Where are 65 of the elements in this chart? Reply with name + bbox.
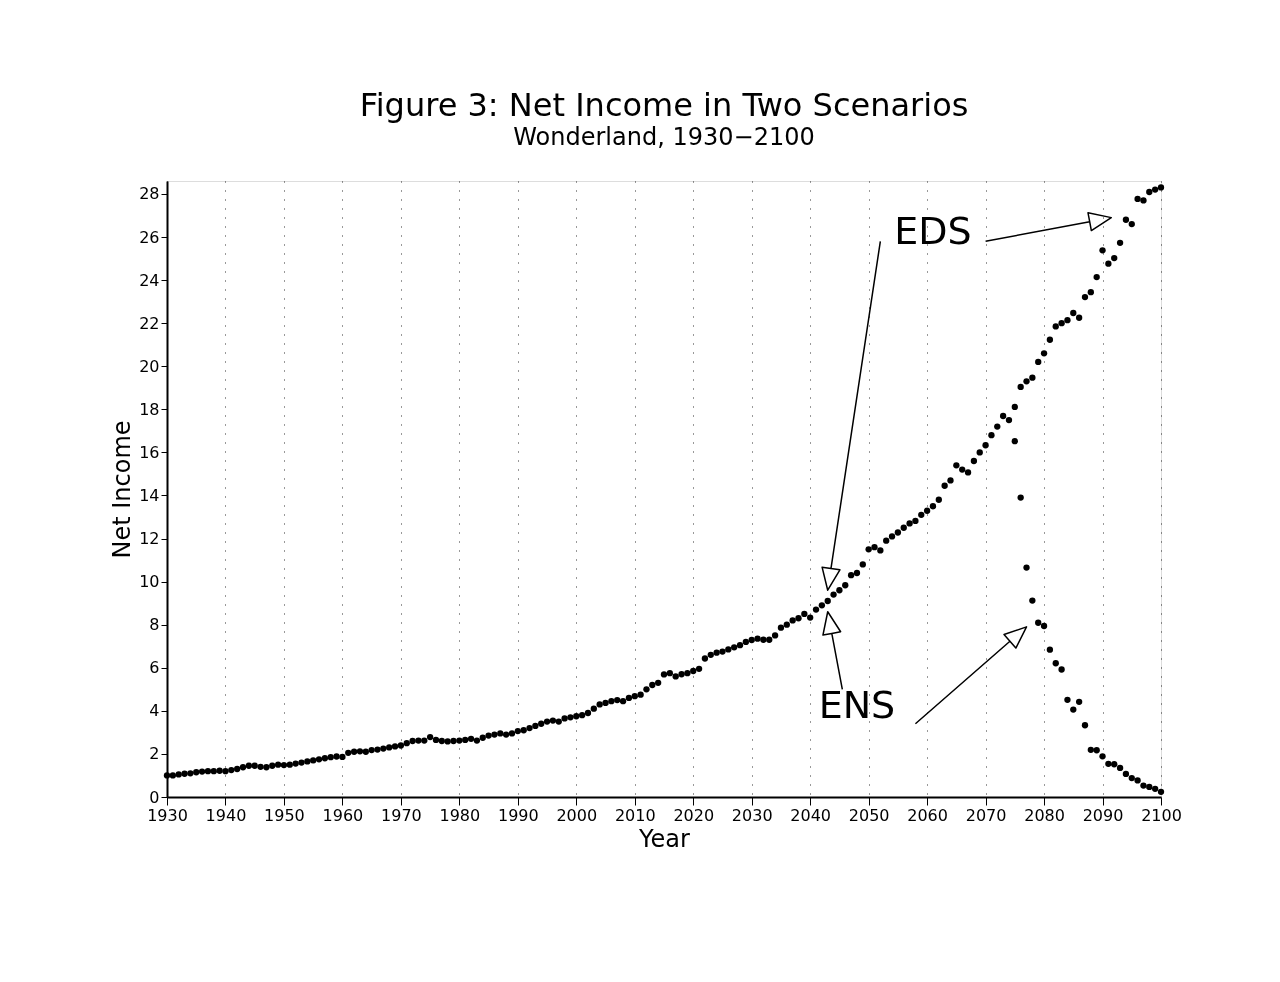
point: [1122, 770, 1130, 778]
y-tick-label: 10: [139, 572, 160, 592]
point: [1011, 438, 1018, 445]
y-tick-label: 6: [149, 658, 160, 678]
point: [1087, 746, 1094, 753]
chart-subtitle: Wonderland, 1930−2100: [513, 123, 815, 151]
point: [1040, 622, 1048, 630]
y-tick-label: 22: [139, 313, 160, 333]
point: [1128, 774, 1135, 782]
point: [1157, 788, 1165, 795]
x-tick-label: 1940: [205, 805, 247, 825]
x-tick-label: 2090: [1082, 805, 1124, 825]
annotation: ENS: [818, 682, 896, 727]
point: [1146, 783, 1153, 791]
annotation: EDS: [894, 208, 972, 253]
x-axis-title: Year: [638, 824, 691, 853]
point: [1105, 760, 1112, 767]
y-tick-label: 26: [139, 227, 160, 247]
y-tick-label: 8: [149, 615, 160, 635]
point: [1140, 782, 1147, 789]
y-tick-label: 18: [139, 399, 160, 419]
point: [1075, 698, 1083, 705]
point: [1046, 646, 1054, 653]
point: [1099, 753, 1106, 760]
y-tick-label: 20: [139, 356, 160, 376]
x-tick-label: 2080: [1024, 805, 1065, 825]
point: [1035, 619, 1042, 626]
point: [1058, 666, 1065, 673]
x-tick-label: 2100: [1141, 805, 1182, 825]
x-tick-label: 1950: [264, 805, 305, 825]
x-tick-label: 2040: [790, 805, 832, 825]
x-tick-label: 2010: [614, 805, 656, 825]
x-tick-label: 1960: [322, 805, 364, 825]
point: [1081, 722, 1089, 729]
y-tick-label: 12: [139, 529, 160, 549]
y-tick-label: 16: [139, 442, 160, 462]
y-axis-title: Net Income: [108, 420, 137, 559]
point: [1116, 764, 1124, 772]
x-tick-label: 2050: [848, 805, 890, 825]
point: [1151, 785, 1159, 792]
x-tick-label: 2000: [556, 805, 598, 825]
point: [1064, 696, 1071, 704]
x-tick-label: 2030: [731, 805, 773, 825]
chart-title: Figure 3: Net Income in Two Scenarios: [359, 86, 969, 124]
x-tick-label: 2060: [907, 805, 948, 825]
point: [1023, 564, 1030, 571]
x-tick-label: 2020: [673, 805, 715, 825]
y-tick-label: 24: [139, 270, 160, 290]
y-tick-label: 28: [139, 184, 160, 204]
point: [1052, 660, 1059, 667]
y-tick-label: 4: [149, 701, 160, 721]
point: [1070, 706, 1077, 713]
x-tick-label: 1970: [381, 805, 422, 825]
x-tick-label: 1990: [497, 805, 539, 825]
point: [1134, 777, 1141, 784]
y-tick-label: 0: [149, 787, 160, 807]
x-tick-label: 1930: [147, 805, 188, 825]
y-tick-label: 2: [149, 744, 160, 764]
point: [1029, 597, 1036, 604]
x-tick-label: 1980: [439, 805, 481, 825]
point: [1111, 761, 1118, 768]
point: [1017, 494, 1024, 501]
y-tick-label: 14: [139, 485, 160, 505]
x-tick-label: 2070: [965, 805, 1007, 825]
point: [1093, 747, 1100, 754]
